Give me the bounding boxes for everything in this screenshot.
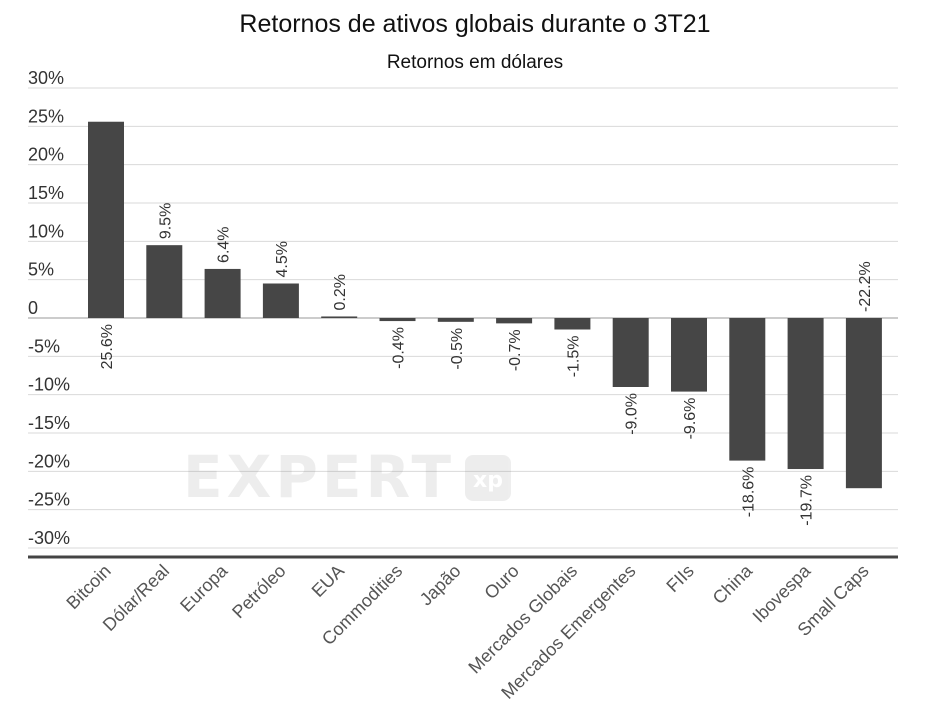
y-tick-label: 30%	[28, 68, 64, 88]
watermark-badge-text: xp	[473, 468, 503, 493]
y-tick-label: 0	[28, 298, 38, 318]
watermark-text: EXPERT	[183, 443, 455, 511]
data-label: -0.5%	[449, 328, 466, 370]
x-tick-label: Petróleo	[228, 561, 290, 623]
bar	[554, 318, 591, 330]
y-tick-label: -15%	[28, 413, 70, 433]
x-tick-label: China	[709, 560, 757, 608]
bar	[437, 318, 474, 322]
y-tick-label: 25%	[28, 106, 64, 126]
y-tick-label: 10%	[28, 221, 64, 241]
y-tick-label: 20%	[28, 145, 64, 165]
y-tick-label: 5%	[28, 260, 54, 280]
bar	[729, 318, 766, 461]
data-label: 9.5%	[157, 203, 174, 239]
data-label: -0.7%	[507, 329, 524, 371]
bar	[671, 318, 707, 392]
data-label: 6.4%	[216, 226, 233, 262]
data-label: -9.0%	[624, 393, 641, 435]
data-label: -9.6%	[682, 398, 699, 440]
watermark-badge	[465, 455, 511, 501]
bar	[146, 245, 183, 318]
x-tick-label: Bitcoin	[62, 561, 114, 613]
x-tick-label: Europa	[176, 560, 232, 616]
y-tick-label: 15%	[28, 183, 64, 203]
x-tick-label: Ouro	[480, 561, 522, 603]
data-label: -1.5%	[565, 336, 582, 378]
data-labels: 25.6% 9.5% 6.4% 4.5% 0.2% -0.4% -0.5% -0.7% -1.5…	[99, 203, 874, 526]
chart-subtitle: Retornos em dólares	[386, 52, 564, 73]
x-tick-label: Japão	[416, 561, 465, 610]
chart-title: Retornos de ativos globais durante o 3T2…	[239, 10, 711, 38]
y-axis-ticks: 30% 25% 20% 15% 10% 5% 0 -5% -10% -15% -20% -25% -30…	[28, 68, 70, 548]
bar	[88, 121, 124, 318]
data-label: -22.2%	[857, 261, 874, 312]
y-tick-label: -5%	[28, 336, 60, 356]
x-tick-label: EUA	[308, 561, 348, 601]
data-label: -19.7%	[799, 475, 816, 526]
bars	[88, 121, 882, 489]
data-label: -18.6%	[740, 467, 757, 518]
data-label: 0.2%	[332, 274, 349, 310]
bar	[612, 318, 649, 387]
x-tick-label: Mercados Globais	[465, 561, 582, 678]
y-tick-label: -25%	[28, 490, 70, 510]
bar	[496, 318, 533, 324]
x-tick-label: FIIs	[662, 561, 697, 596]
data-label: 4.5%	[274, 241, 291, 277]
y-tick-label: -30%	[28, 528, 70, 548]
bar	[262, 283, 299, 318]
bar	[787, 318, 824, 470]
bar	[204, 268, 241, 318]
y-tick-label: -10%	[28, 375, 70, 395]
bar	[379, 318, 416, 322]
data-label: 25.6%	[99, 324, 116, 369]
bar	[845, 318, 882, 489]
y-tick-label: -20%	[28, 451, 70, 471]
watermark: EXPERT xp	[183, 443, 511, 511]
data-label: -0.4%	[391, 327, 408, 369]
bar	[321, 316, 358, 318]
